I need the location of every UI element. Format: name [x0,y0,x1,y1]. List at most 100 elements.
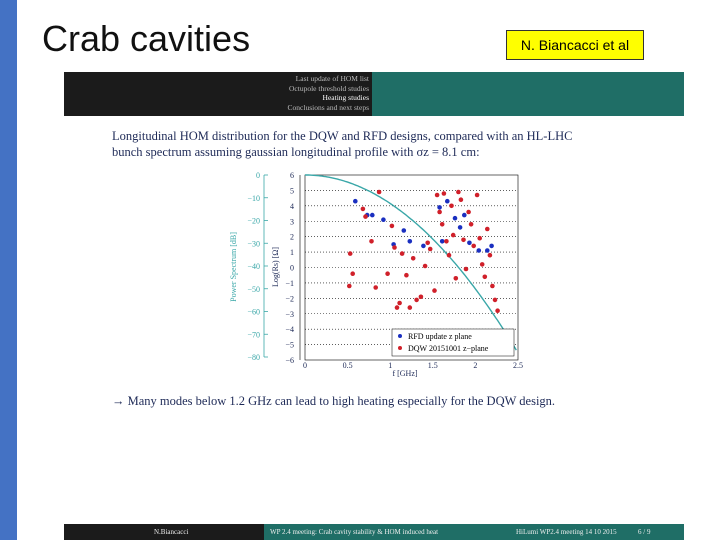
dqw-point [463,266,469,272]
conclusion-bullet: → Many modes below 1.2 GHz can lead to h… [112,394,556,408]
dqw-point [471,243,477,249]
x-tick-label: 1.5 [428,361,438,370]
right-tick-label: 4 [290,202,294,211]
legend-label-dqw: DQW 20151001 z−plane [408,344,489,353]
rfd-point [489,243,494,249]
rfd-point [462,212,467,218]
dqw-point [444,239,449,244]
rfd-point [407,239,413,244]
nav-item: Last update of HOM list [295,74,369,83]
inner-slide-header: Last update of HOM list Octupole thresho… [64,72,684,116]
rfd-point [370,212,375,218]
dqw-point [350,271,356,276]
dqw-point [410,256,416,261]
dqw-point [474,192,480,198]
rfd-point [421,243,426,249]
dqw-point [422,263,428,269]
slide-title: Crab cavities [42,18,251,59]
rfd-point [452,215,458,221]
dqw-point [490,283,495,289]
dqw-point [477,235,483,241]
dqw-point [495,308,500,313]
dqw-point [427,246,433,252]
inner-nav: Last update of HOM list Octupole thresho… [264,74,369,112]
x-axis-label: f [GHz] [392,369,417,378]
dqw-point [397,300,402,306]
dqw-point [449,203,454,209]
x-tick-label: 2.5 [513,361,523,370]
dqw-point [485,226,490,232]
footer-title: WP 2.4 meeting: Crab cavity stability & … [270,528,439,536]
nav-item: Conclusions and next steps [287,102,369,112]
dqw-point [347,251,353,256]
inner-slide-footer: N.Biancacci WP 2.4 meeting: Crab cavity … [64,524,684,540]
dqw-point [434,192,440,198]
right-tick-label: 0 [290,264,294,273]
x-tick-label: 2 [473,361,477,370]
right-axis-ticks: 6 5 4 3 2 1 0 −1 −2 −3 −4 −5 −6 [285,171,294,365]
dqw-point [450,232,456,238]
rfd-point [467,240,472,246]
dqw-point [360,206,366,212]
dqw-point [392,245,397,250]
dqw-point [376,189,382,195]
rfd-point [381,217,386,222]
left-tick-label: −20 [247,217,260,226]
legend-marker-rfd [398,334,402,338]
left-tick-label: 0 [256,171,260,180]
right-tick-label: −4 [285,325,294,334]
rfd-point [437,205,442,210]
left-axis-label: Power Spectrum [dB] [229,232,238,302]
footer-page: 6 / 9 [638,528,651,536]
hom-chart: 0−10−20−30−40−50−60−70−80 6543210−1−2−3−… [229,171,523,378]
x-tick-label: 1 [388,361,392,370]
dqw-point [456,189,461,195]
right-tick-label: −5 [285,341,294,350]
dqw-point [399,251,405,256]
right-axis-label: Log(Rs) [Ω] [271,247,280,287]
left-tick-label: −50 [247,285,260,294]
rfd-point [439,239,445,244]
dqw-point [394,305,400,310]
data-points [347,189,500,313]
rfd-point [401,228,407,233]
legend: RFD update z plane DQW 20151001 z−plane [391,328,515,357]
header-band [372,72,684,116]
right-tick-label: −3 [285,310,294,319]
nav-item-active: Heating studies [322,93,369,102]
rfd-point [353,198,358,204]
dqw-point [414,297,419,303]
right-tick-label: 6 [290,171,294,180]
dqw-point [466,209,471,215]
dqw-point [363,214,368,219]
dqw-point [453,276,459,281]
left-tick-label: −30 [247,239,260,248]
legend-label-rfd: RFD update z plane [408,332,472,341]
dqw-point [369,239,374,244]
rfd-point [476,248,482,253]
left-tick-label: −80 [247,353,260,362]
right-tick-label: 3 [290,217,294,226]
dqw-point [385,271,390,276]
right-tick-label: 1 [290,248,294,257]
footer-band [264,524,684,540]
dqw-point [425,240,431,246]
right-tick-label: −2 [285,294,294,303]
chart-caption: Longitudinal HOM distribution for the DQ… [112,128,672,160]
left-accent-bar [0,0,17,540]
gridlines [305,190,518,345]
dqw-point [446,252,452,258]
dqw-point [487,252,493,258]
left-tick-label: −40 [247,262,260,271]
dqw-point [373,285,379,290]
legend-box [391,328,515,357]
right-tick-label: −1 [285,279,294,288]
dqw-point [468,222,474,227]
dqw-point [418,294,424,300]
dqw-point [432,288,437,293]
dqw-point [404,272,409,278]
left-tick-label: −70 [247,330,260,339]
x-axis-ticks: 0 0.5 1 1.5 2 2.5 [303,361,523,370]
x-tick-label: 0 [303,361,307,370]
left-tick-label: −10 [247,194,260,203]
